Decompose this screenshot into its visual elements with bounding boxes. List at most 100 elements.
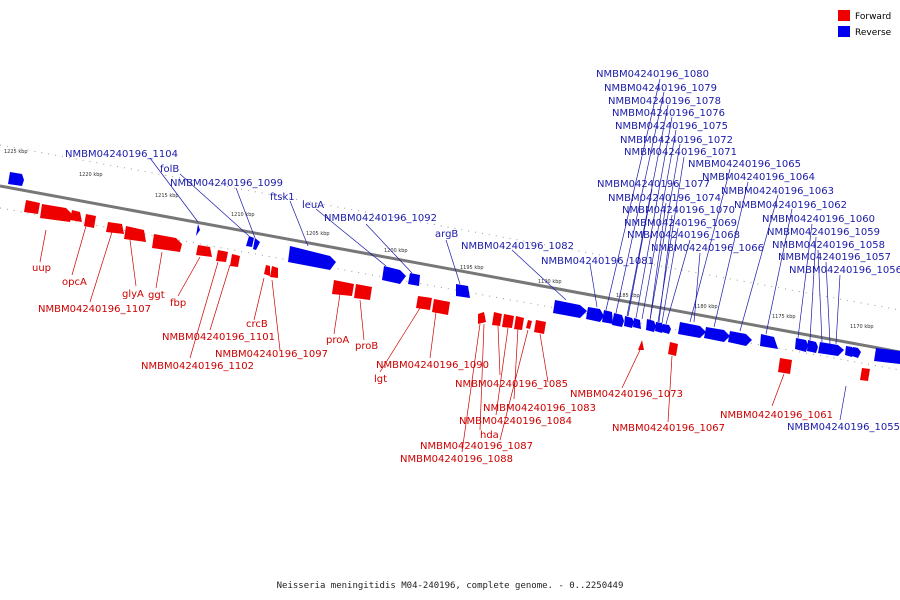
gene-block — [807, 340, 818, 353]
gene-label-NMBM04240196_1090: NMBM04240196_1090 — [376, 360, 489, 371]
gene-block — [728, 331, 752, 346]
gene-block — [382, 266, 406, 284]
gene-block — [624, 316, 634, 328]
gene-label-NMBM04240196_1064: NMBM04240196_1064 — [702, 172, 815, 183]
kbp-label: 1210 kbp — [231, 212, 255, 218]
kbp-label: 1180 kbp — [694, 304, 718, 310]
gene-block — [514, 316, 524, 330]
gene-block — [704, 327, 730, 342]
gene-block — [662, 324, 671, 334]
leader-lines — [39, 78, 847, 453]
gene-label-NMBM04240196_1055: NMBM04240196_1055 — [787, 422, 900, 433]
legend-forward-swatch — [838, 10, 850, 21]
forward-labels: uup opcA glyA ggt fbp NMBM04240196_1107 … — [32, 263, 833, 465]
gene-label-hda: hda — [480, 430, 499, 441]
kbp-label: 1170 kbp — [850, 324, 874, 330]
gene-label-NMBM04240196_1072: NMBM04240196_1072 — [620, 135, 733, 146]
kbp-label: 1220 kbp — [79, 172, 103, 178]
gene-label-ggt: ggt — [148, 290, 165, 301]
gene-label-NMBM04240196_1088: NMBM04240196_1088 — [400, 454, 513, 465]
reverse-gene-blocks — [8, 172, 900, 364]
gene-label-argB: argB — [435, 229, 458, 240]
gene-label-NMBM04240196_1070: NMBM04240196_1070 — [622, 205, 735, 216]
gene-block — [795, 338, 808, 352]
gene-block — [332, 280, 354, 296]
gene-label-proA: proA — [326, 335, 349, 346]
gene-block — [760, 334, 778, 349]
gene-label-NMBM04240196_1060: NMBM04240196_1060 — [762, 214, 875, 225]
gene-block — [456, 284, 470, 298]
gene-label-NMBM04240196_1104: NMBM04240196_1104 — [65, 149, 178, 160]
gene-label-NMBM04240196_1082: NMBM04240196_1082 — [461, 241, 574, 252]
gene-block — [638, 340, 644, 350]
gene-label-NMBM04240196_1069: NMBM04240196_1069 — [624, 218, 737, 229]
gene-block — [668, 342, 678, 356]
gene-block — [678, 322, 706, 338]
gene-block — [586, 307, 604, 322]
gene-label-NMBM04240196_1066: NMBM04240196_1066 — [651, 243, 764, 254]
forward-gene-blocks — [24, 200, 870, 381]
gene-label-NMBM04240196_1056: NMBM04240196_1056 — [789, 265, 900, 276]
gene-label-NMBM04240196_1058: NMBM04240196_1058 — [772, 240, 885, 251]
gene-block — [216, 250, 228, 262]
gene-label-NMBM04240196_1074: NMBM04240196_1074 — [608, 193, 721, 204]
gene-block — [534, 320, 546, 334]
gene-block — [70, 210, 82, 222]
kbp-label: 1190 kbp — [538, 279, 562, 285]
gene-block — [24, 200, 40, 214]
gene-block — [288, 246, 336, 270]
gene-label-leuA: leuA — [302, 200, 324, 211]
legend-reverse-label: Reverse — [855, 28, 892, 38]
gene-label-uup: uup — [32, 263, 51, 274]
gene-label-NMBM04240196_1078: NMBM04240196_1078 — [608, 96, 721, 107]
gene-block — [492, 312, 502, 326]
gene-block — [8, 172, 24, 186]
gene-block — [408, 273, 420, 286]
gene-label-NMBM04240196_1063: NMBM04240196_1063 — [721, 186, 834, 197]
gene-block — [246, 236, 254, 247]
kbp-label: 1175 kbp — [772, 314, 796, 320]
gene-block — [354, 284, 372, 300]
gene-label-lgt: lgt — [374, 374, 387, 385]
gene-block — [196, 224, 200, 236]
gene-label-NMBM04240196_1067: NMBM04240196_1067 — [612, 423, 725, 434]
gene-label-NMBM04240196_1061: NMBM04240196_1061 — [720, 410, 833, 421]
gene-block — [196, 245, 212, 257]
gene-label-NMBM04240196_1087: NMBM04240196_1087 — [420, 441, 533, 452]
kbp-label: 1205 kbp — [306, 231, 330, 237]
gene-block — [253, 238, 260, 250]
legend: Forward Reverse — [838, 10, 892, 38]
gene-label-NMBM04240196_1075: NMBM04240196_1075 — [615, 121, 728, 132]
gene-block — [818, 342, 844, 356]
gene-block — [612, 313, 624, 327]
gene-label-NMBM04240196_1068: NMBM04240196_1068 — [627, 230, 740, 241]
gene-label-NMBM04240196_1071: NMBM04240196_1071 — [624, 147, 737, 158]
gene-block — [553, 300, 587, 318]
gene-label-fbp: fbp — [170, 298, 186, 309]
gene-label-NMBM04240196_1076: NMBM04240196_1076 — [612, 108, 725, 119]
gene-block — [84, 214, 96, 228]
gene-block — [860, 368, 870, 381]
gene-block — [874, 348, 900, 364]
gene-block — [152, 234, 182, 252]
kbp-label: 1195 kbp — [460, 265, 484, 271]
gene-block — [432, 299, 450, 315]
gene-block — [526, 320, 532, 329]
gene-block — [778, 358, 792, 374]
kbp-label: 1200 kbp — [384, 248, 408, 254]
gene-label-proB: proB — [355, 341, 378, 352]
gene-block — [106, 222, 124, 234]
gene-block — [416, 296, 432, 310]
gene-block — [602, 310, 613, 324]
gene-block — [655, 322, 664, 333]
gene-label-glyA: glyA — [122, 289, 144, 300]
gene-label-NMBM04240196_1097: NMBM04240196_1097 — [215, 349, 328, 360]
gene-label-folB: folB — [160, 164, 179, 175]
gene-label-ftsk1: ftsk1 — [270, 192, 295, 203]
gene-label-crcB: crcB — [246, 319, 268, 330]
gene-label-NMBM04240196_1065: NMBM04240196_1065 — [688, 159, 801, 170]
gene-block — [478, 312, 486, 324]
gene-block — [124, 226, 146, 242]
gene-block — [270, 266, 278, 278]
